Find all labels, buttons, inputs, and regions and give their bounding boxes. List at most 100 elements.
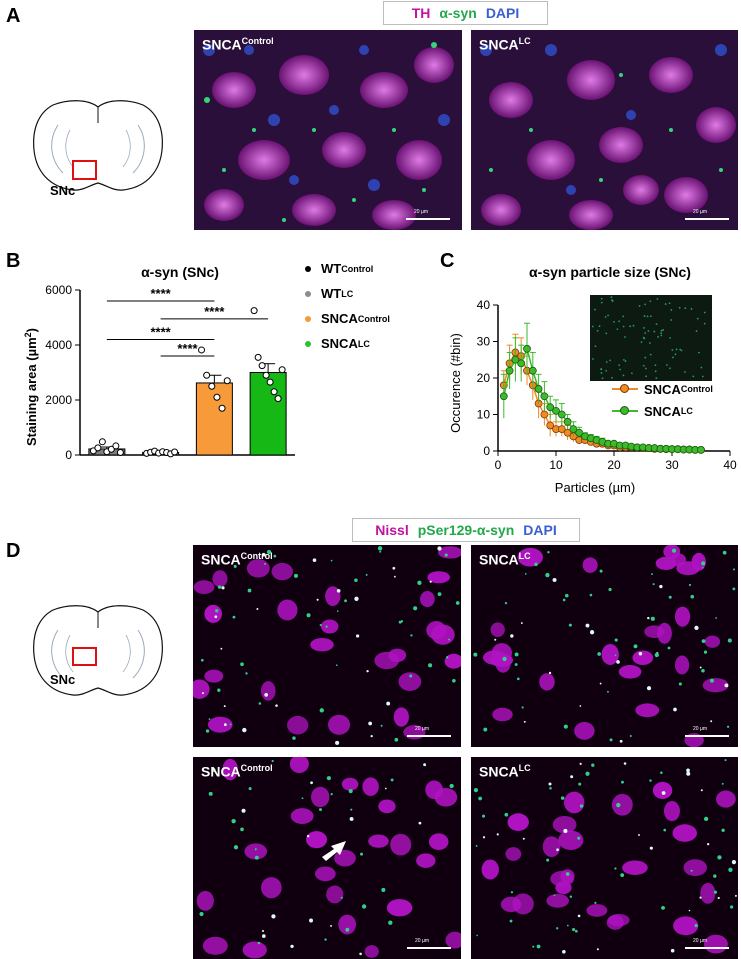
nucleus-2-0 — [390, 833, 412, 856]
particle-1-23 — [494, 638, 497, 641]
chart-c-ytick-label-2: 20 — [477, 371, 491, 385]
nucleus-2-15 — [378, 799, 396, 814]
nucleus-2-25 — [289, 757, 309, 774]
micrograph-d-snca-control-2: SNCAControl 20 µm — [193, 757, 461, 959]
particle-0-60 — [217, 585, 222, 589]
particle-2-2 — [240, 827, 244, 832]
inset-dot-67 — [638, 305, 641, 307]
chart-c-point-1-3 — [517, 359, 526, 368]
inset-dot-0 — [648, 342, 651, 344]
particle-2-11 — [319, 808, 322, 812]
inset-dot-36 — [623, 358, 625, 361]
inset-dot-62 — [598, 325, 601, 328]
particle-1-33 — [629, 734, 632, 737]
particle-0-50 — [394, 737, 399, 742]
particle-1-26 — [715, 617, 718, 619]
chart-b-point-3-0 — [250, 307, 258, 315]
inset-dot-6 — [668, 302, 671, 305]
chart-c-point-0-10 — [557, 425, 566, 434]
particle-3-63 — [724, 759, 727, 762]
particle-0-23 — [437, 546, 442, 551]
particle-0-56 — [306, 613, 311, 618]
particle-2-21 — [330, 792, 333, 796]
particle-3-16 — [536, 944, 541, 949]
inset-dot-53 — [674, 353, 677, 356]
particle-0-62 — [356, 634, 360, 638]
nucleus-2-4 — [222, 758, 238, 781]
legend-c-snca-lc: SNCA LC — [612, 400, 737, 422]
nucleus-0-18 — [260, 681, 276, 701]
inset-dot-88 — [655, 377, 658, 380]
particle-2-14 — [384, 787, 387, 790]
nucleus-3-24 — [652, 781, 673, 799]
inset-dot-86 — [649, 353, 652, 356]
chart-c-point-1-2 — [511, 355, 520, 364]
inset-dot-85 — [695, 330, 698, 332]
nucleus-3-0 — [673, 916, 699, 936]
micrograph-d4-label: SNCALC — [479, 763, 531, 780]
nucleus-2-16 — [242, 941, 267, 959]
nucleus-3-19 — [672, 824, 697, 842]
particle-3-62 — [731, 860, 737, 865]
inset-dot-16 — [611, 376, 614, 379]
particle-1-17 — [726, 725, 730, 728]
micrograph-a-snca-lc: SNCALC 20 µm — [471, 30, 738, 230]
particle-1-42 — [724, 683, 729, 688]
chart-b-point-3-5 — [270, 388, 278, 396]
nucleus-0-14 — [398, 672, 422, 691]
particle-2-5 — [423, 763, 427, 767]
particle-3-43 — [721, 782, 724, 785]
particle-1-43 — [672, 548, 677, 553]
chart-b-point-3-7 — [278, 366, 286, 374]
nucleus-2-1 — [362, 777, 379, 797]
particle-3-26 — [614, 867, 617, 870]
nucleus-2-20 — [368, 834, 389, 848]
nucleus-0-15 — [310, 637, 334, 652]
particle-0-63 — [444, 553, 448, 557]
chart-c-point-1-12 — [569, 425, 578, 434]
particle-0-1 — [245, 672, 248, 675]
chart-b-point-3-1 — [254, 353, 262, 361]
particle-3-17 — [562, 950, 566, 954]
particle-3-68 — [717, 855, 722, 860]
particle-3-42 — [703, 816, 709, 822]
chart-c-ylabel: Occurence (#bin) — [448, 333, 463, 433]
particle-3-23 — [577, 836, 581, 840]
micrograph-d3-label: SNCAControl — [201, 763, 273, 780]
particle-1-21 — [599, 569, 603, 573]
nucleus-1-11 — [674, 655, 690, 675]
particle-0-46 — [368, 721, 373, 726]
particle-0-14 — [452, 678, 456, 683]
micrograph-d-snca-lc-2: SNCALC 20 µm — [471, 757, 738, 959]
chart-b-comparison-label-1: **** — [204, 304, 225, 319]
particle-1-9 — [589, 593, 593, 597]
chart-b-bar-3 — [249, 372, 287, 456]
nucleus-3-8 — [564, 791, 585, 814]
nucleus-3-6 — [586, 904, 608, 917]
particle-2-13 — [261, 930, 265, 933]
particle-1-58 — [688, 583, 692, 587]
particle-0-20 — [335, 664, 338, 667]
inset-dot-74 — [600, 368, 603, 371]
particle-2-30 — [340, 896, 343, 899]
inset-dot-18 — [655, 323, 658, 325]
particle-1-34 — [703, 650, 708, 654]
particle-3-56 — [532, 945, 535, 948]
chart-b-comparison-label-0: **** — [151, 286, 172, 301]
particle-2-20 — [309, 918, 313, 923]
particle-1-41 — [616, 660, 620, 664]
chart-b-point-3-6 — [274, 395, 282, 403]
particle-3-53 — [504, 812, 509, 817]
legend-c-marker-0 — [612, 384, 638, 394]
particle-1-69 — [483, 727, 488, 732]
particle-3-5 — [591, 763, 595, 767]
particle-1-3 — [701, 561, 706, 566]
particle-2-27 — [199, 912, 204, 917]
nucleus-1-22 — [517, 547, 543, 567]
particle-1-59 — [650, 616, 655, 621]
inset-dot-40 — [656, 298, 659, 300]
particle-2-17 — [233, 845, 239, 850]
chart-b-points — [89, 307, 286, 458]
inset-dot-89 — [666, 364, 668, 366]
chart-c-title: α-syn particle size (SNc) — [529, 264, 691, 280]
